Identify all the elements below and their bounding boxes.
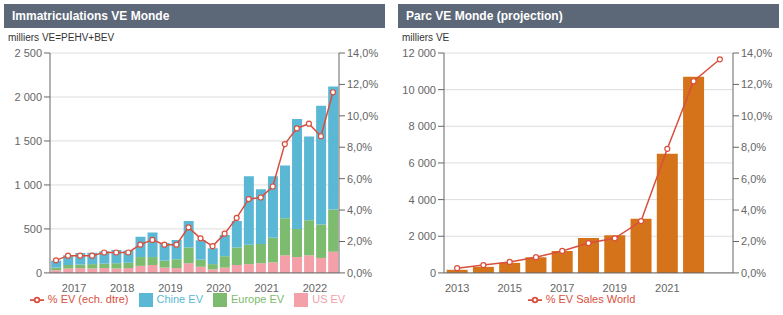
svg-text:4,0%: 4,0% (347, 204, 372, 216)
html-text:Europe EV: Europe EV (231, 292, 285, 305)
svg-text:0,0%: 0,0% (347, 267, 372, 279)
svg-text:10,0%: 10,0% (741, 110, 772, 122)
html-text:Chine EV: Chine EV (156, 292, 203, 305)
svg-text:0: 0 (36, 267, 42, 279)
svg-text:2013: 2013 (445, 282, 469, 294)
svg-text:2019: 2019 (158, 282, 182, 294)
html-text:% EV (ech. dtre): % EV (ech. dtre) (47, 292, 129, 305)
html-text:milliers VE=PEHV+BEV: milliers VE=PEHV+BEV (8, 32, 115, 43)
svg-text:6,0%: 6,0% (347, 173, 372, 185)
svg-text:6 000: 6 000 (408, 157, 436, 169)
svg-text:2022: 2022 (303, 282, 327, 294)
html-text:Parc VE Monde (projection): Parc VE Monde (projection) (406, 9, 563, 23)
svg-text:1 500: 1 500 (14, 135, 42, 147)
svg-text:2,0%: 2,0% (347, 235, 372, 247)
svg-text:2 000: 2 000 (408, 230, 436, 242)
svg-text:4 000: 4 000 (408, 194, 436, 206)
svg-text:2017: 2017 (550, 282, 574, 294)
svg-text:10,0%: 10,0% (347, 110, 378, 122)
html-text:Immatriculations VE Monde: Immatriculations VE Monde (12, 9, 170, 23)
svg-text:2021: 2021 (255, 282, 279, 294)
svg-text:8,0%: 8,0% (347, 141, 372, 153)
svg-text:0,0%: 0,0% (741, 267, 766, 279)
html-text:milliers VE: milliers VE (402, 32, 450, 43)
svg-text:1 000: 1 000 (14, 179, 42, 191)
html-text:% EV Sales World: % EV Sales World (545, 292, 636, 305)
svg-text:2 500: 2 500 (14, 47, 42, 59)
svg-text:2021: 2021 (655, 282, 679, 294)
html-text:US EV: US EV (312, 292, 346, 305)
svg-text:8,0%: 8,0% (741, 141, 766, 153)
svg-text:14,0%: 14,0% (741, 47, 772, 59)
svg-text:12,0%: 12,0% (347, 78, 378, 90)
svg-text:500: 500 (24, 223, 42, 235)
svg-text:4,0%: 4,0% (741, 204, 766, 216)
svg-text:6,0%: 6,0% (741, 173, 766, 185)
svg-text:8 000: 8 000 (408, 120, 436, 132)
svg-text:14,0%: 14,0% (347, 47, 378, 59)
svg-text:2 000: 2 000 (14, 91, 42, 103)
svg-text:2019: 2019 (603, 282, 627, 294)
svg-text:10 000: 10 000 (402, 84, 436, 96)
svg-text:12,0%: 12,0% (741, 78, 772, 90)
svg-text:2017: 2017 (62, 282, 86, 294)
svg-text:2018: 2018 (110, 282, 134, 294)
svg-text:2020: 2020 (206, 282, 230, 294)
svg-text:12 000: 12 000 (402, 47, 436, 59)
svg-text:2,0%: 2,0% (741, 235, 766, 247)
svg-text:2015: 2015 (497, 282, 521, 294)
svg-text:0: 0 (430, 267, 436, 279)
